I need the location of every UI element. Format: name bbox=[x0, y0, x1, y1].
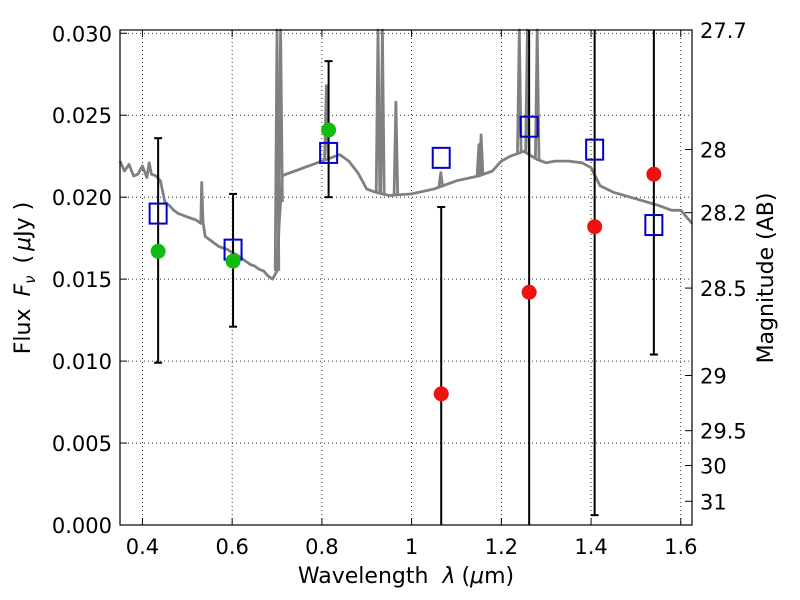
green-data-point bbox=[225, 253, 241, 269]
x-tick-label: 0.4 bbox=[126, 535, 159, 559]
model-square-marker bbox=[148, 202, 168, 225]
y2-tick-label: 31 bbox=[700, 490, 727, 514]
y2-axis-label: Magnitude (AB) bbox=[754, 193, 779, 364]
photometry-markers bbox=[148, 115, 664, 402]
x-tick-label: 1.4 bbox=[574, 535, 607, 559]
emission-line bbox=[534, 28, 541, 160]
model-square-marker bbox=[644, 214, 664, 237]
x-tick-label: 0.8 bbox=[305, 535, 338, 559]
y-tick-label: 0.020 bbox=[52, 186, 112, 210]
red-data-point bbox=[521, 284, 537, 300]
template-line bbox=[118, 149, 694, 281]
y-tick-label: 0.030 bbox=[52, 22, 112, 46]
model-square-marker bbox=[319, 141, 339, 164]
y2-tick-label: 30 bbox=[700, 454, 727, 478]
green-data-point bbox=[321, 122, 337, 138]
y2-tick-label: 28.5 bbox=[700, 277, 747, 301]
x-tick-label: 0.6 bbox=[215, 535, 248, 559]
x-axis-label: Wavelength λ (μm) bbox=[298, 564, 514, 589]
model-square-marker bbox=[519, 115, 539, 138]
emission-line bbox=[392, 100, 400, 196]
error-bars bbox=[154, 30, 658, 525]
emission-line bbox=[478, 133, 485, 176]
red-data-point bbox=[587, 219, 603, 235]
y-tick-label: 0.005 bbox=[52, 432, 112, 456]
y-tick-label: 0.025 bbox=[52, 104, 112, 128]
plot-frame bbox=[119, 29, 693, 526]
y2-tick-label: 29 bbox=[700, 365, 727, 389]
y2-tick-label: 27.7 bbox=[700, 19, 747, 43]
emission-line bbox=[437, 171, 444, 187]
red-data-point bbox=[646, 166, 662, 182]
y2-tick-label: 28.2 bbox=[700, 202, 747, 226]
model-square-marker bbox=[431, 146, 451, 169]
y2-tick-label: 29.5 bbox=[700, 420, 747, 444]
y-tick-label: 0.010 bbox=[52, 350, 112, 374]
emission-line bbox=[379, 28, 386, 194]
axis-ticks: 0.4 0.6 0.8 1 1.2 1.4 1.6 0.000 0.005 0.010 0.015 0… bbox=[52, 19, 747, 559]
y-tick-label: 0.015 bbox=[52, 268, 112, 292]
y-axis-label: FluxFν(μJy ) bbox=[11, 202, 39, 354]
grid-lines bbox=[120, 30, 692, 526]
y-tick-label: 0.000 bbox=[52, 514, 112, 538]
x-tick-label: 1.6 bbox=[664, 535, 697, 559]
emission-line bbox=[374, 28, 382, 193]
x-tick-label: 1.2 bbox=[485, 535, 518, 559]
template-spectrum bbox=[118, 28, 694, 281]
model-square-marker bbox=[585, 138, 605, 161]
y2-tick-label: 28 bbox=[700, 138, 727, 162]
x-tick-label: 1 bbox=[405, 535, 418, 559]
green-data-point bbox=[150, 243, 166, 259]
emission-line bbox=[277, 28, 284, 203]
red-data-point bbox=[433, 386, 449, 402]
